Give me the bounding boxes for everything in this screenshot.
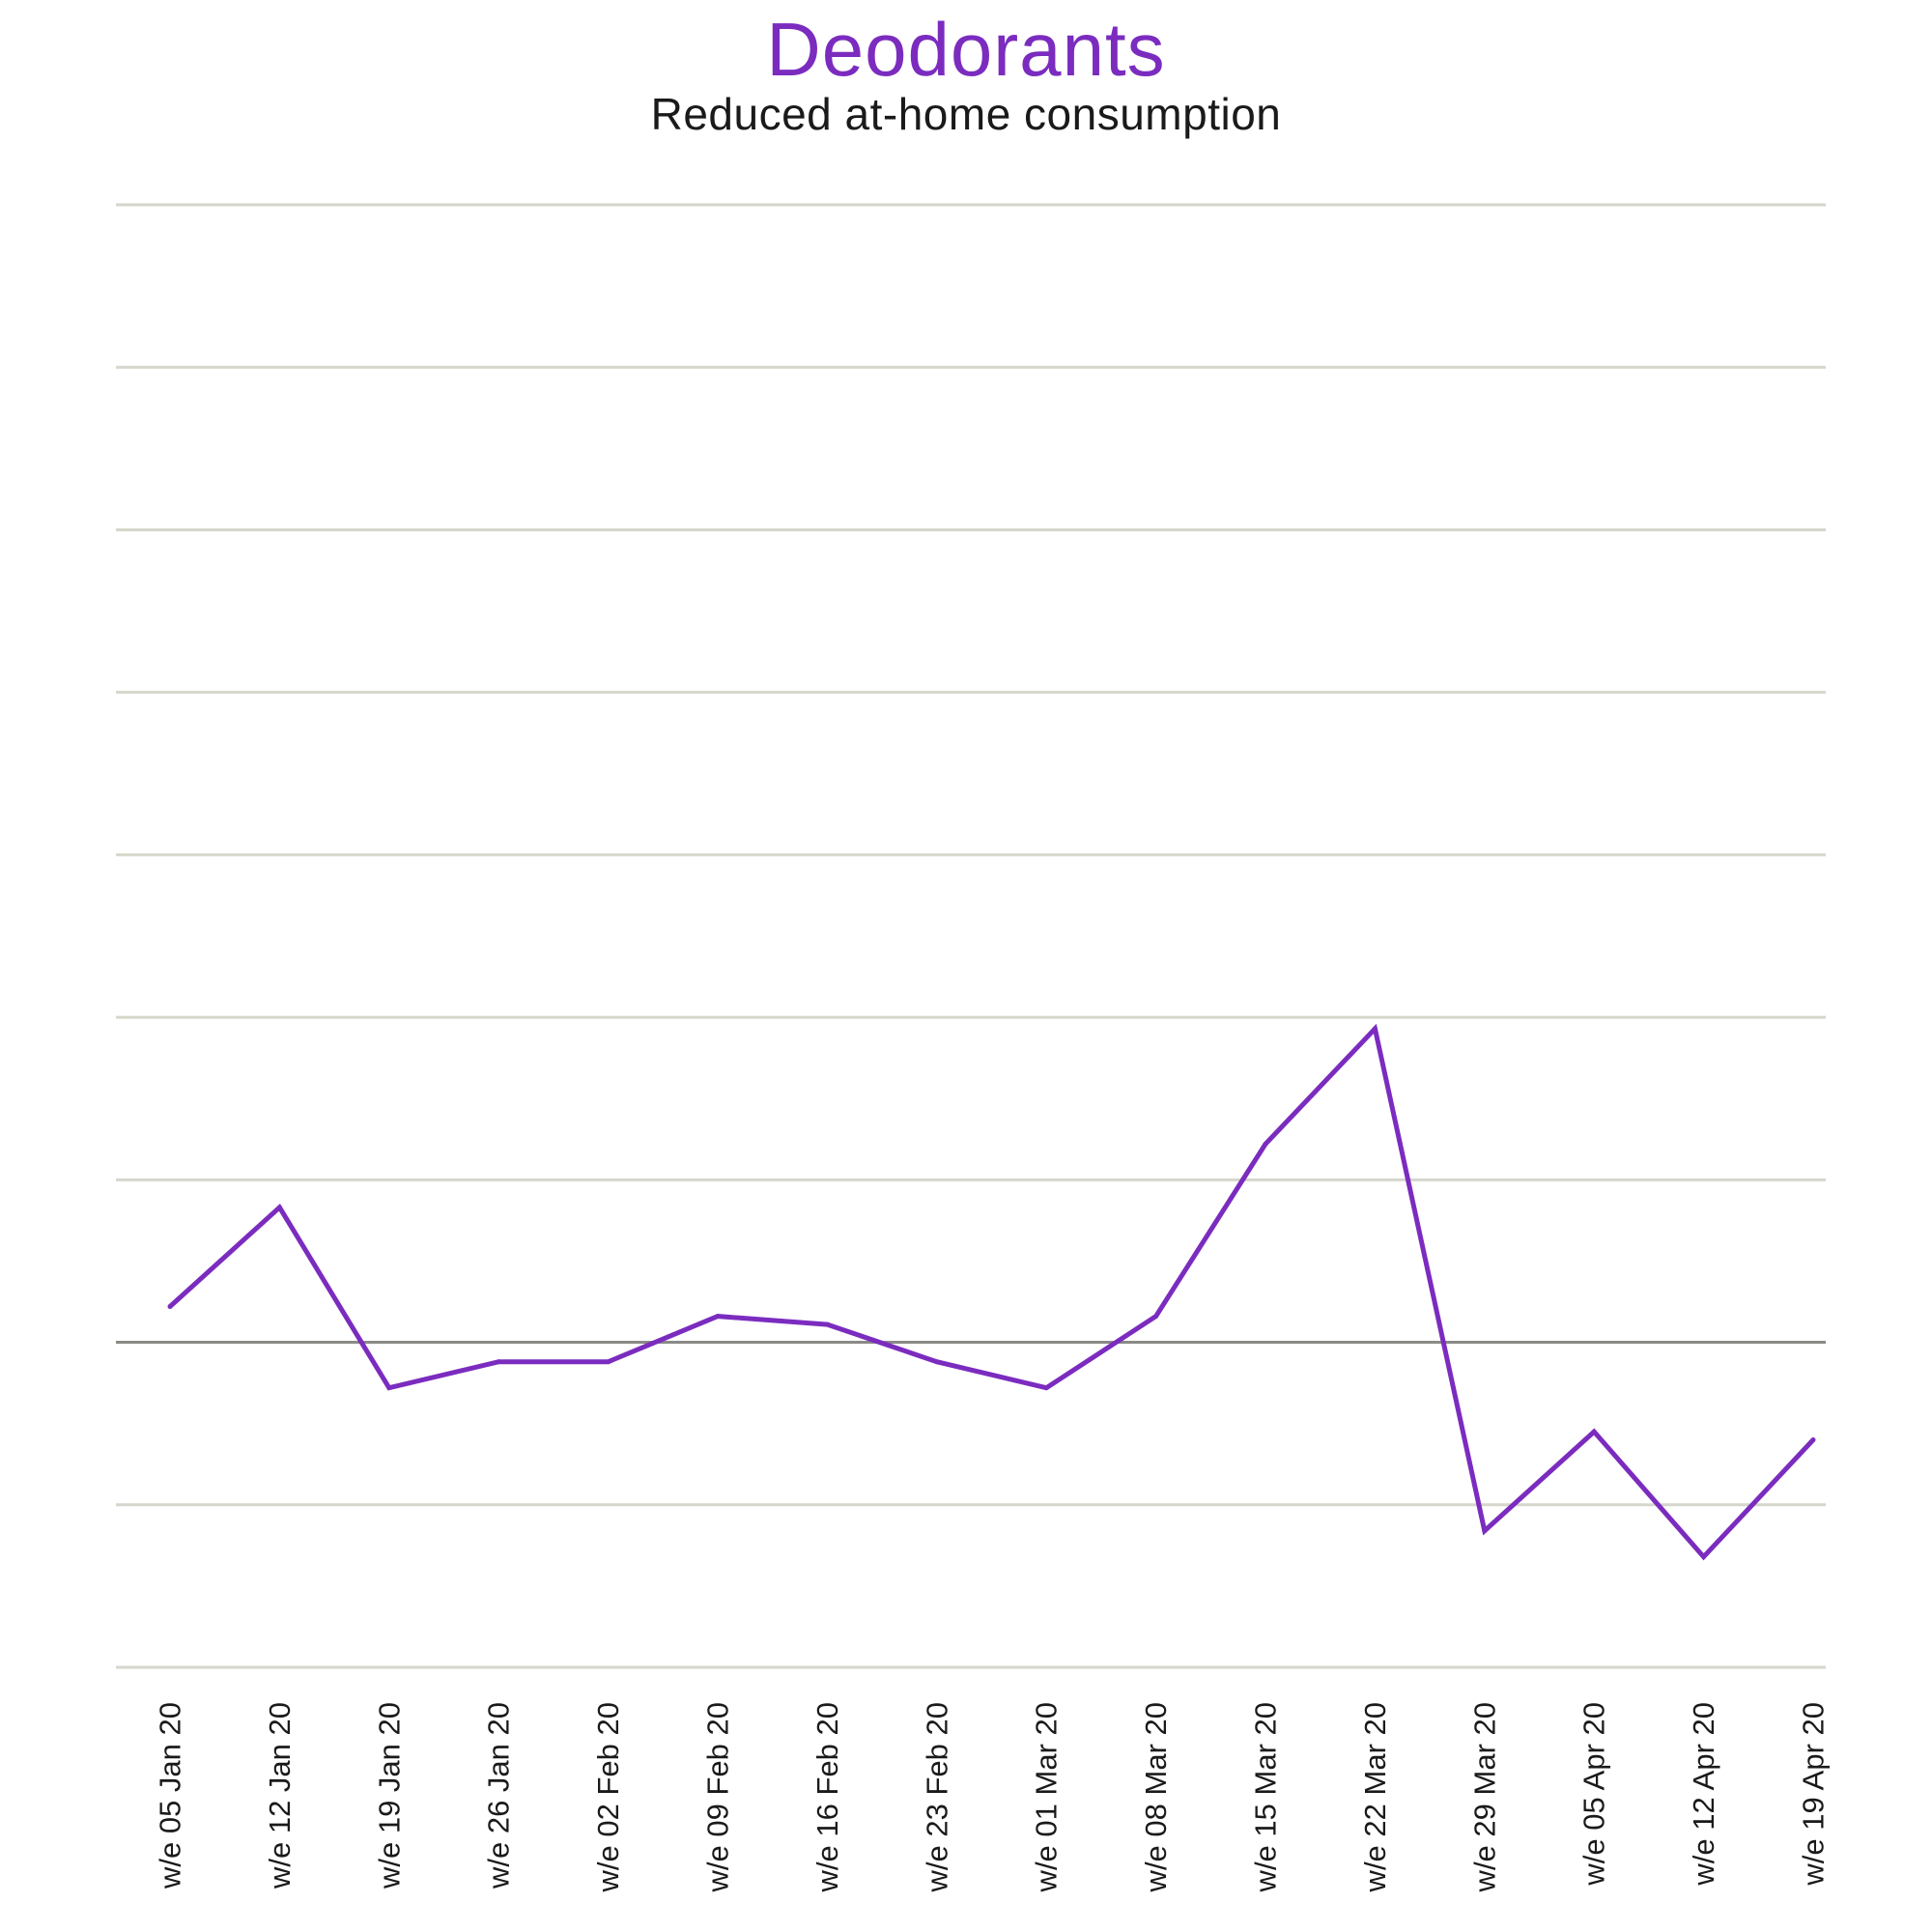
x-tick-label: w/e 29 Mar 20: [1467, 1702, 1501, 1892]
data-point: [1591, 1429, 1597, 1435]
gridlines: [116, 203, 1826, 1669]
data-point: [934, 1359, 940, 1365]
data-point: [167, 1304, 173, 1310]
x-tick-label: w/e 15 Mar 20: [1249, 1702, 1283, 1892]
data-point: [276, 1205, 282, 1210]
chart-title: Deodorants: [766, 7, 1166, 92]
x-tick-label: w/e 19 Apr 20: [1797, 1702, 1831, 1887]
data-point: [1482, 1528, 1488, 1534]
data-point: [824, 1321, 830, 1327]
x-tick-label: w/e 09 Feb 20: [701, 1702, 735, 1892]
x-tick-label: w/e 26 Jan 20: [482, 1702, 516, 1889]
data-point: [606, 1359, 611, 1365]
x-tick-labels: w/e 05 Jan 20 w/e 12 Jan 20 w/e 19 Jan 20 w…: [154, 1702, 1831, 1892]
data-point: [1153, 1314, 1159, 1320]
series-layer: [167, 1023, 1816, 1561]
x-tick-label: w/e 16 Feb 20: [810, 1702, 844, 1892]
x-tick-label: w/e 08 Mar 20: [1139, 1702, 1173, 1892]
chart-subtitle: Reduced at-home consumption: [650, 89, 1282, 139]
x-tick-label: w/e 12 Apr 20: [1687, 1702, 1720, 1887]
data-point: [715, 1314, 721, 1320]
data-point: [386, 1385, 392, 1391]
x-tick-label: w/e 01 Mar 20: [1030, 1702, 1064, 1892]
x-tick-label: w/e 23 Feb 20: [920, 1702, 953, 1892]
x-tick-label: w/e 05 Apr 20: [1577, 1702, 1611, 1887]
data-point: [1701, 1554, 1707, 1560]
data-point: [1810, 1436, 1816, 1442]
data-point: [1263, 1141, 1268, 1147]
data-point: [1043, 1385, 1049, 1391]
x-tick-label: w/e 19 Jan 20: [372, 1702, 406, 1889]
x-tick-label: w/e 22 Mar 20: [1358, 1702, 1392, 1892]
x-tick-label: w/e 05 Jan 20: [154, 1702, 187, 1889]
series-line: [168, 1023, 1815, 1561]
x-tick-label: w/e 02 Feb 20: [591, 1702, 625, 1892]
x-tick-label: w/e 12 Jan 20: [263, 1702, 297, 1889]
data-point: [1372, 1026, 1378, 1032]
data-point: [496, 1359, 501, 1365]
